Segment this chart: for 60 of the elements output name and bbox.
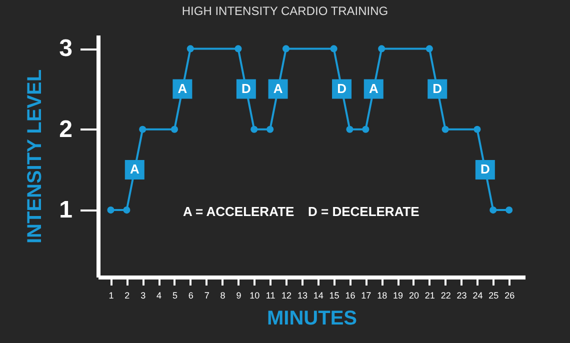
x-tick-label: 26 bbox=[504, 290, 515, 300]
chart-title: HIGH INTENSITY CARDIO TRAINING bbox=[182, 4, 388, 18]
annotation: D bbox=[337, 81, 346, 96]
annotation: A bbox=[178, 81, 188, 96]
x-tick-label: 5 bbox=[172, 290, 178, 300]
annotation: A bbox=[130, 162, 140, 177]
annotation: A bbox=[368, 81, 379, 96]
point bbox=[282, 45, 290, 52]
x-tick-label: 9 bbox=[236, 290, 242, 300]
x-tick-label: 11 bbox=[266, 290, 276, 300]
x-tick-label: 10 bbox=[250, 290, 260, 300]
point bbox=[107, 206, 114, 214]
annotation: D bbox=[432, 81, 442, 96]
point bbox=[266, 126, 274, 133]
x-tick-label: 19 bbox=[393, 290, 404, 300]
point bbox=[139, 126, 146, 133]
annotation: D bbox=[480, 162, 490, 177]
point bbox=[250, 126, 258, 133]
y-tick-label: 2 bbox=[59, 116, 72, 143]
point bbox=[346, 126, 354, 133]
x-tick-label: 15 bbox=[329, 290, 340, 300]
x-tick-label: 3 bbox=[140, 290, 146, 300]
x-tick-label: 25 bbox=[488, 290, 499, 300]
x-tick-label: 17 bbox=[361, 290, 372, 300]
x-tick-label: 18 bbox=[377, 290, 388, 300]
x-axis-title: MINUTES bbox=[267, 308, 357, 330]
point bbox=[378, 45, 386, 52]
annotation: D bbox=[241, 81, 251, 96]
point bbox=[234, 45, 242, 52]
x-tick-label: 6 bbox=[188, 290, 194, 300]
x-tick-label: 13 bbox=[297, 290, 308, 300]
y-tick-label: 1 bbox=[59, 196, 72, 224]
point bbox=[474, 126, 481, 133]
x-tick-label: 8 bbox=[220, 290, 226, 300]
point bbox=[170, 126, 178, 133]
x-tick-label: 20 bbox=[408, 290, 419, 300]
annotation: A bbox=[273, 81, 284, 96]
y-tick-label: 3 bbox=[59, 35, 72, 62]
x-tick-label: 2 bbox=[124, 290, 130, 300]
point bbox=[362, 126, 370, 133]
x-tick-label: 1 bbox=[108, 290, 114, 300]
x-tick-label: 24 bbox=[472, 290, 483, 300]
x-tick-label: 12 bbox=[282, 290, 292, 300]
y-axis-title: INTENSITY LEVEL bbox=[24, 69, 46, 244]
point bbox=[123, 206, 130, 214]
x-tick-label: 14 bbox=[313, 290, 324, 300]
annotation: A = ACCELERATE bbox=[183, 204, 294, 219]
x-tick-label: 4 bbox=[156, 290, 162, 300]
point bbox=[330, 45, 338, 52]
point bbox=[490, 206, 497, 214]
point bbox=[426, 45, 433, 52]
point bbox=[506, 206, 513, 214]
x-tick-label: 7 bbox=[204, 290, 210, 300]
point bbox=[442, 126, 449, 133]
x-tick-label: 21 bbox=[424, 290, 435, 300]
x-tick-label: 22 bbox=[440, 290, 451, 300]
point bbox=[186, 45, 194, 52]
annotation: D = DECELERATE bbox=[308, 204, 420, 219]
x-tick-label: 23 bbox=[456, 290, 467, 300]
x-tick-label: 16 bbox=[345, 290, 356, 300]
